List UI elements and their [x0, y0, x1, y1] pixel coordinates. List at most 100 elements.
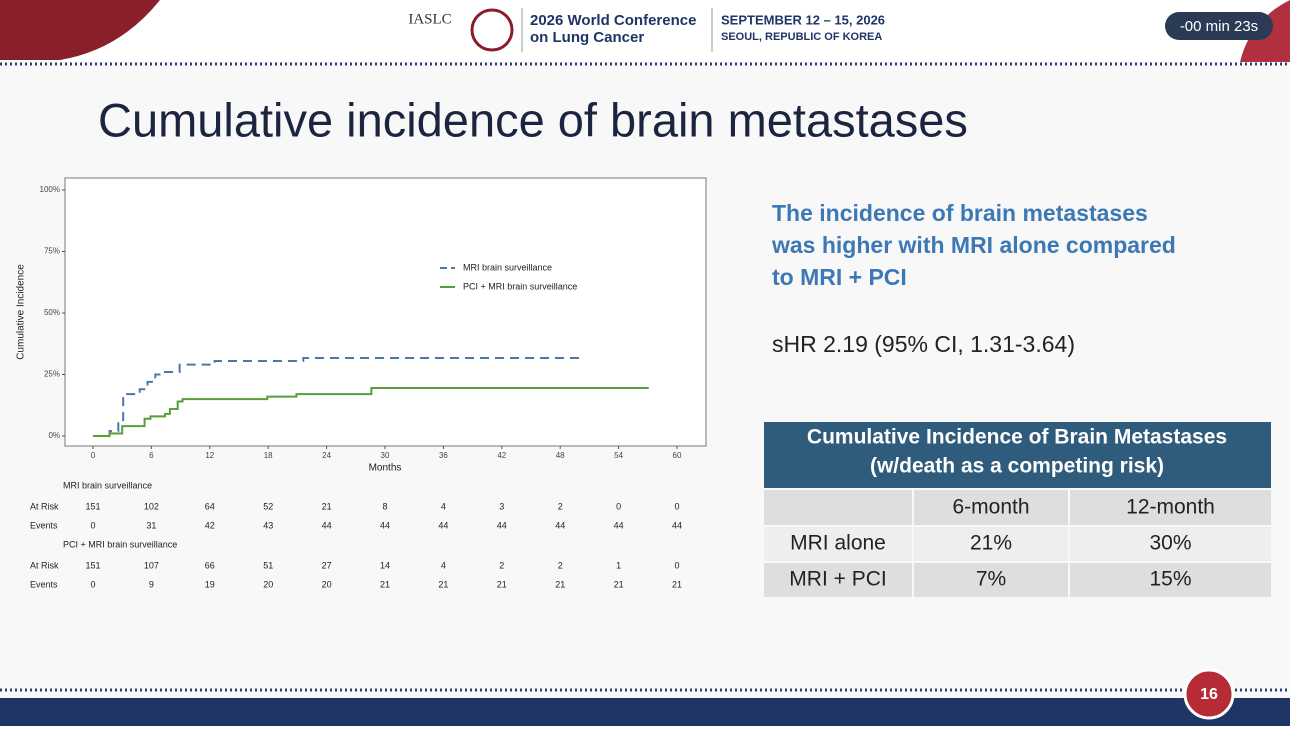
table-cell-text: 15% [1149, 568, 1191, 591]
risk-value: 52 [263, 501, 273, 511]
risk-value: 44 [380, 520, 390, 530]
table-cell-text: MRI alone [790, 532, 886, 555]
conference: 2026 World Conference [530, 12, 696, 29]
legend-label: MRI brain surveillance [463, 262, 552, 272]
table-cell [1070, 490, 1271, 525]
footer-bar [0, 698, 1290, 726]
risk-value: 64 [205, 501, 215, 511]
risk-value: 2 [558, 501, 563, 511]
risk-row-label: Events [30, 579, 58, 589]
table-cell [914, 527, 1068, 561]
risk-value: 44 [497, 520, 507, 530]
risk-value: 151 [85, 501, 100, 511]
risk-value: 21 [614, 579, 624, 589]
risk-value: 21 [380, 579, 390, 589]
risk-value: 21 [672, 579, 682, 589]
table-cell [914, 490, 1068, 525]
risk-value: 21 [555, 579, 565, 589]
risk-row-label: At Risk [30, 501, 59, 511]
risk-value: 27 [322, 560, 332, 570]
y-tick-label: 0% [48, 431, 60, 440]
risk-value: 44 [614, 520, 624, 530]
risk-value: 102 [144, 501, 159, 511]
y-tick-label: 100% [40, 185, 60, 194]
risk-value: 4 [441, 560, 446, 570]
x-tick-label: 12 [205, 451, 214, 460]
table-header [764, 422, 1271, 488]
table-cell [764, 527, 912, 561]
x-tick-label: 30 [381, 451, 390, 460]
risk-group-title: PCI + MRI brain surveillance [63, 539, 177, 549]
risk-value: 2 [558, 560, 563, 570]
x-tick-label: 24 [322, 451, 331, 460]
risk-value: 2 [499, 560, 504, 570]
risk-row-label: Events [30, 520, 58, 530]
risk-value: 0 [90, 520, 95, 530]
dates: SEPTEMBER 12 – 15, 2026 [721, 12, 885, 27]
conference: on Lung Cancer [530, 29, 644, 46]
logo [470, 8, 514, 52]
risk-value: 42 [205, 520, 215, 530]
risk-value: 31 [146, 520, 156, 530]
risk-value: 0 [90, 579, 95, 589]
table-title: (w/death as a competing risk) [870, 455, 1164, 478]
x-tick-label: 0 [91, 451, 96, 460]
y-tick-label: 75% [44, 247, 60, 256]
org: IASLC [408, 11, 451, 27]
risk-value: 44 [438, 520, 448, 530]
risk-value: 0 [616, 501, 621, 511]
table-title: Cumulative Incidence of Brain Metastases [807, 426, 1227, 449]
risk-value: 0 [674, 560, 679, 570]
x-tick-label: 42 [497, 451, 506, 460]
x-axis-label: Months [369, 463, 402, 474]
risk-value: 107 [144, 560, 159, 570]
corner-decoration [0, 0, 160, 60]
risk-value: 43 [263, 520, 273, 530]
highlight-text: to MRI + PCI [772, 264, 907, 290]
risk-value: 4 [441, 501, 446, 511]
x-tick-label: 54 [614, 451, 623, 460]
risk-value: 3 [499, 501, 504, 511]
y-tick-label: 50% [44, 308, 60, 317]
highlight-text: The incidence of brain metastases [772, 200, 1148, 226]
x-tick-label: 6 [149, 451, 154, 460]
legend-label: PCI + MRI brain surveillance [463, 281, 577, 291]
x-tick-label: 48 [556, 451, 565, 460]
y-tick-label: 25% [44, 370, 60, 379]
x-tick-label: 36 [439, 451, 448, 460]
risk-value: 44 [672, 520, 682, 530]
x-tick-label: 60 [673, 451, 682, 460]
series-line [93, 387, 649, 437]
location: SEOUL, REPUBLIC OF KOREA [721, 31, 882, 43]
x-tick-label: 18 [264, 451, 273, 460]
header-bar [0, 0, 1290, 62]
risk-value: 8 [382, 501, 387, 511]
y-axis-label: Cumulative Incidence [16, 264, 27, 360]
table-cell [764, 490, 912, 525]
table-cell [1070, 563, 1271, 597]
risk-value: 44 [555, 520, 565, 530]
risk-value: 1 [616, 560, 621, 570]
risk-value: 19 [205, 579, 215, 589]
table-cell [764, 563, 912, 597]
risk-value: 66 [205, 560, 215, 570]
shr: sHR 2.19 (95% CI, 1.31-3.64) [772, 331, 1075, 357]
table-cell-text: 7% [976, 568, 1006, 591]
page-badge [1183, 668, 1235, 720]
risk-row-label: At Risk [30, 560, 59, 570]
risk-value: 21 [438, 579, 448, 589]
risk-group-title: MRI brain surveillance [63, 480, 152, 490]
timer-pill [1165, 12, 1273, 40]
risk-value: 20 [322, 579, 332, 589]
table-cell-text: 21% [970, 532, 1012, 555]
table-cell [914, 563, 1068, 597]
risk-value: 0 [674, 501, 679, 511]
table-column-header: 12-month [1126, 496, 1215, 519]
timer: -00 min 23s [1180, 18, 1258, 35]
table-column-header: 6-month [952, 496, 1029, 519]
highlight-text: was higher with MRI alone compared [771, 232, 1176, 258]
risk-value: 151 [85, 560, 100, 570]
slide-title: Cumulative incidence of brain metastases [98, 93, 968, 146]
